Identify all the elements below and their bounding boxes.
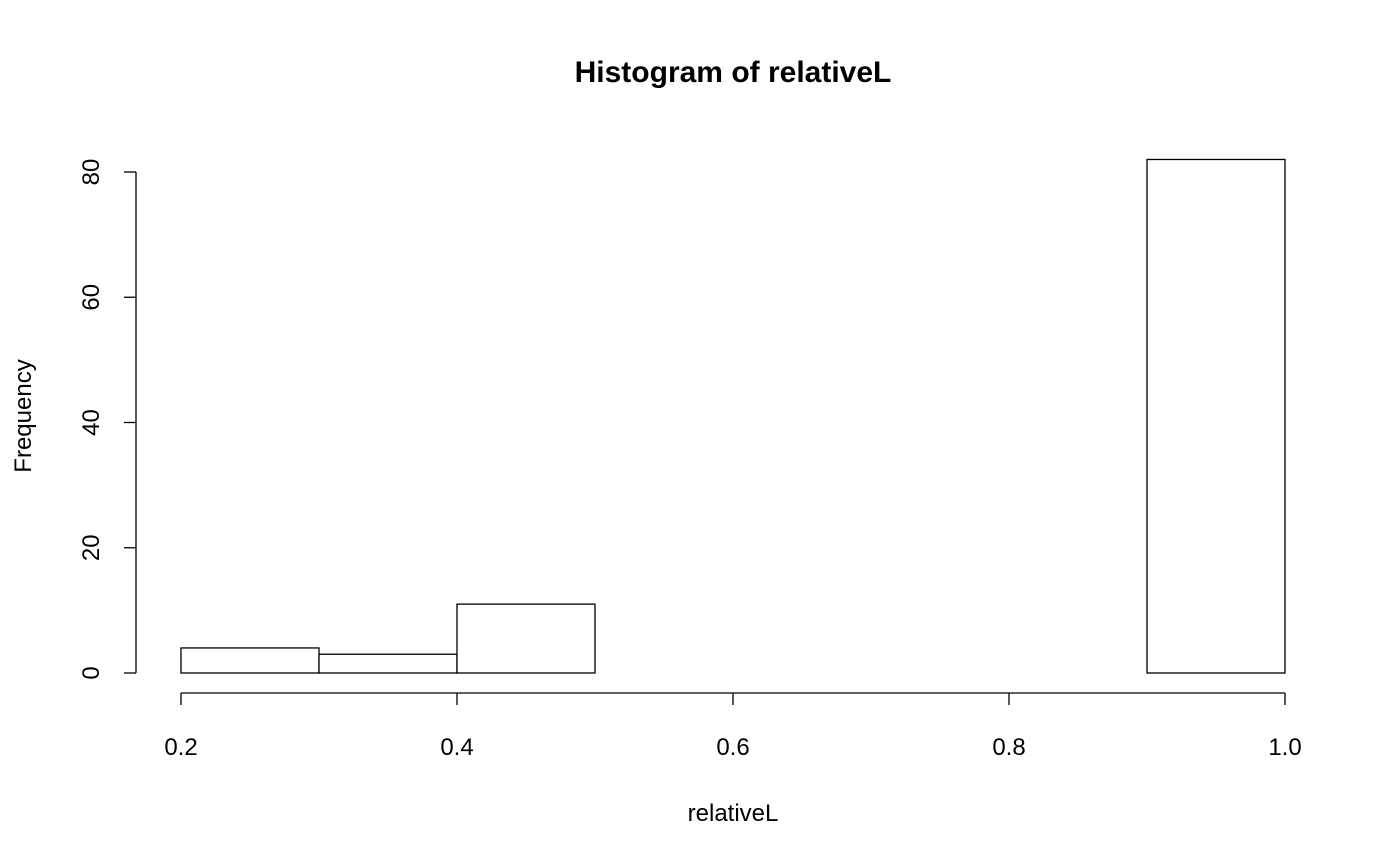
chart-title: Histogram of relativeL: [575, 56, 892, 89]
x-axis-label: relativeL: [688, 800, 779, 827]
histogram-bar: [1146, 158, 1286, 674]
x-tick-label: 0.2: [164, 734, 197, 761]
x-tick-label: 0.6: [716, 734, 749, 761]
x-tick-label: 0.8: [992, 734, 1025, 761]
x-tick-label: 1.0: [1268, 734, 1301, 761]
y-tick-label: 60: [78, 284, 105, 311]
y-tick-label: 0: [78, 666, 105, 679]
y-tick-label: 20: [78, 534, 105, 561]
y-tick-label: 80: [78, 159, 105, 186]
y-axis-label: Frequency: [10, 359, 37, 472]
histogram-bar: [180, 647, 320, 674]
bars-layer: [180, 158, 1286, 674]
y-tick-label: 40: [78, 409, 105, 436]
y-axis: 0 20 40 60 80: [78, 159, 137, 680]
x-tick-label: 0.4: [440, 734, 473, 761]
histogram-bar: [318, 653, 458, 674]
histogram-bar: [456, 603, 596, 674]
x-axis: 0.2 0.4 0.6 0.8 1.0: [164, 692, 1302, 761]
